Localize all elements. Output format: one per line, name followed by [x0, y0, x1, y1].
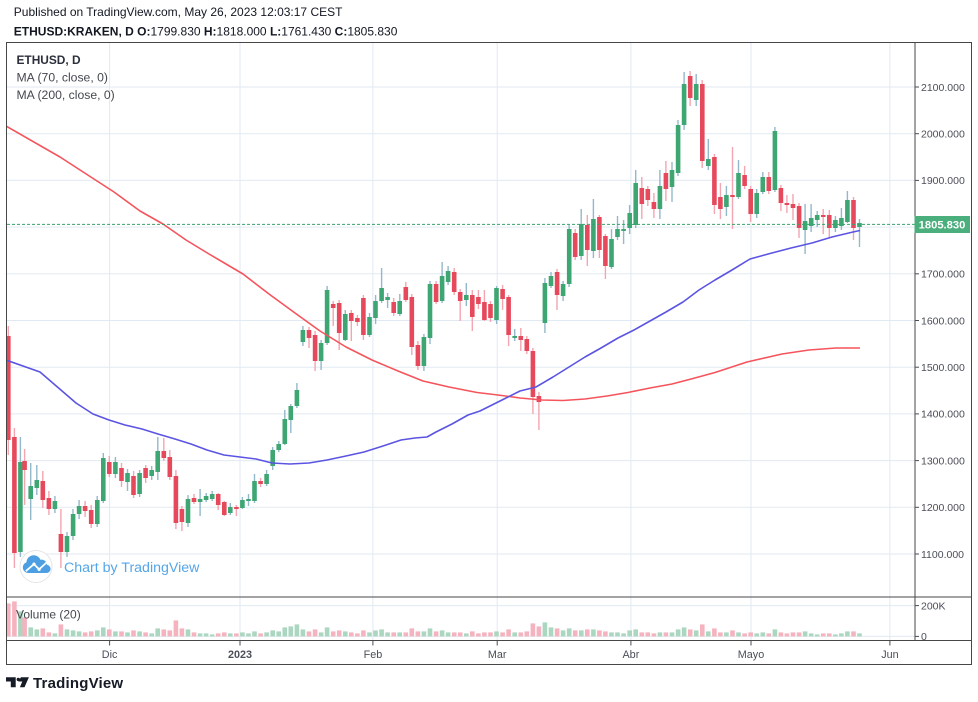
svg-text:Abr: Abr — [622, 649, 639, 661]
svg-text:Mayo: Mayo — [738, 649, 764, 661]
svg-text:0: 0 — [921, 631, 927, 643]
svg-text:Feb: Feb — [364, 649, 383, 661]
svg-text:2100.000: 2100.000 — [921, 82, 965, 94]
svg-text:2000.000: 2000.000 — [921, 129, 965, 141]
svg-text:Chart by TradingView: Chart by TradingView — [64, 560, 200, 576]
svg-text:1300.000: 1300.000 — [921, 455, 965, 467]
svg-text:1700.000: 1700.000 — [921, 269, 965, 281]
svg-text:1900.000: 1900.000 — [921, 175, 965, 187]
svg-text:Jun: Jun — [881, 649, 898, 661]
svg-text:Mar: Mar — [488, 649, 507, 661]
svg-text:200K: 200K — [921, 600, 946, 612]
svg-text:1600.000: 1600.000 — [921, 315, 965, 327]
svg-text:ETHUSD, D: ETHUSD, D — [17, 53, 81, 67]
svg-text:Published on TradingView.com,: Published on TradingView.com, May 26, 20… — [14, 5, 343, 19]
svg-text:MA (70, close, 0): MA (70, close, 0) — [17, 71, 108, 85]
svg-text:ETHUSD:KRAKEN, D O:1799.830 H:: ETHUSD:KRAKEN, D O:1799.830 H:1818.000 L… — [14, 25, 398, 39]
svg-text:TradingView: TradingView — [33, 675, 123, 692]
svg-text:1805.830: 1805.830 — [919, 220, 966, 232]
svg-text:1500.000: 1500.000 — [921, 362, 965, 374]
svg-text:1200.000: 1200.000 — [921, 502, 965, 514]
svg-text:1100.000: 1100.000 — [921, 549, 964, 561]
svg-text:Dic: Dic — [102, 649, 118, 661]
svg-text:MA (200, close, 0): MA (200, close, 0) — [17, 88, 115, 102]
svg-text:1400.000: 1400.000 — [921, 409, 965, 421]
svg-text:2023: 2023 — [228, 649, 252, 661]
svg-text:Volume (20): Volume (20) — [16, 607, 81, 621]
